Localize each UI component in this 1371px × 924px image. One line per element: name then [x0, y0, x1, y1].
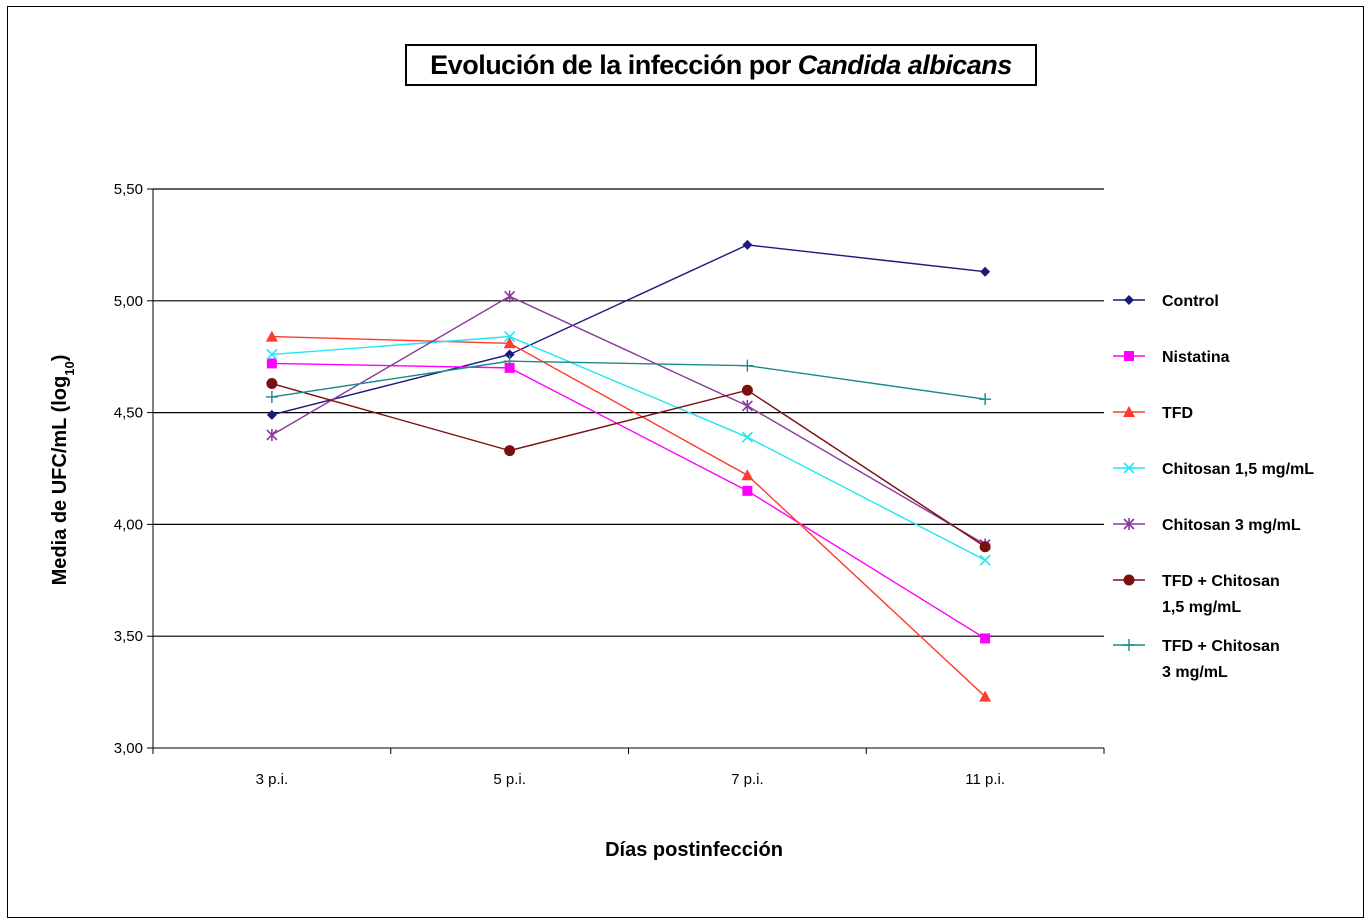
- data-point: [504, 331, 516, 343]
- series-3: [266, 331, 991, 566]
- series-line: [271, 360, 986, 400]
- legend-label: 3 mg/mL: [1162, 664, 1228, 681]
- legend-label: TFD: [1162, 405, 1193, 422]
- legend-label: TFD + Chitosan: [1162, 573, 1280, 590]
- chart-title-italic: Candida albicans: [797, 49, 1013, 80]
- data-point: [741, 384, 753, 396]
- data-point: [741, 359, 754, 372]
- series-0: [266, 239, 991, 420]
- legend-item: Control: [1113, 293, 1219, 310]
- data-point: [266, 348, 278, 361]
- legend-item: Nistatina: [1113, 349, 1230, 366]
- series-6: [265, 355, 992, 406]
- data-point: [504, 290, 516, 303]
- series-line: [271, 244, 986, 416]
- series-line: [271, 335, 986, 561]
- legend-item: Chitosan 1,5 mg/mL: [1113, 461, 1314, 478]
- legend-marker: [1123, 406, 1135, 417]
- data-point: [979, 554, 991, 566]
- legend-label: Nistatina: [1162, 349, 1230, 366]
- data-point: [741, 399, 753, 412]
- legend-label: TFD + Chitosan: [1162, 638, 1280, 655]
- data-point: [266, 358, 277, 369]
- legend-marker: [1123, 574, 1135, 586]
- legend-marker: [1123, 518, 1135, 530]
- legend-item: Chitosan 3 mg/mL: [1113, 517, 1301, 534]
- chart-title-prefix: Evolución de la infección por: [430, 49, 798, 80]
- series-line: [271, 382, 986, 548]
- data-point: [741, 431, 753, 443]
- y-tick-label: 3,50: [114, 628, 143, 645]
- legend-label: Control: [1162, 293, 1219, 310]
- y-axis-label-sub: 10: [62, 361, 77, 375]
- axes: 3,00 3,50 4,00 4,50 5,00 5,50 3 p.i. 5 p.i. 7 p.…: [114, 181, 1105, 788]
- chart-title: Evolución de la infección por Candida al…: [405, 44, 1037, 86]
- x-tick-label: 5 p.i.: [493, 771, 526, 788]
- data-point: [504, 349, 515, 360]
- data-point: [265, 330, 278, 342]
- legend-marker: [1123, 639, 1135, 651]
- data-point: [742, 485, 753, 496]
- series-lines: [265, 239, 992, 702]
- grid-lines: [153, 188, 1104, 637]
- data-point: [742, 239, 753, 250]
- data-point: [503, 355, 516, 368]
- legend-item: TFD + Chitosan 3 mg/mL: [1113, 638, 1280, 681]
- x-tick-label: 7 p.i.: [731, 771, 764, 788]
- chart-title-text: Evolución de la infección por Candida al…: [430, 50, 1012, 81]
- data-point: [265, 390, 278, 403]
- legend-label: 1,5 mg/mL: [1162, 599, 1241, 616]
- x-axis-label: Días postinfección: [605, 839, 783, 861]
- data-point: [979, 393, 992, 406]
- series-line: [271, 295, 986, 546]
- data-point: [979, 541, 991, 553]
- data-point: [266, 409, 277, 420]
- data-point: [266, 428, 278, 441]
- chart-frame: [7, 6, 1364, 918]
- y-tick-label: 5,00: [114, 293, 143, 310]
- legend-item: TFD: [1113, 405, 1193, 422]
- legend-label: Chitosan 3 mg/mL: [1162, 517, 1301, 534]
- data-point: [266, 378, 278, 390]
- series-2: [265, 330, 992, 702]
- y-axis-label-main: Media de UFC/mL (log: [49, 376, 71, 586]
- x-tick-label: 3 p.i.: [256, 771, 289, 788]
- data-point: [503, 337, 516, 349]
- y-tick-label: 4,00: [114, 516, 143, 533]
- legend-label: Chitosan 1,5 mg/mL: [1162, 461, 1314, 478]
- data-point: [504, 445, 516, 457]
- y-axis-label-end: ): [49, 355, 71, 362]
- legend-item: TFD + Chitosan 1,5 mg/mL: [1113, 573, 1280, 616]
- series-5: [266, 378, 991, 553]
- data-point: [979, 690, 992, 702]
- y-tick-label: 3,00: [114, 740, 143, 757]
- legend-marker: [1124, 295, 1134, 305]
- x-tick-label: 11 p.i.: [965, 771, 1005, 788]
- data-point: [504, 362, 515, 373]
- legend: Control Nistatina TFD Chitosan 1,5 mg/mL Chi…: [1113, 293, 1314, 681]
- y-tick-label: 5,50: [114, 181, 143, 198]
- legend-marker: [1123, 462, 1135, 474]
- y-tick-label: 4,50: [114, 405, 143, 422]
- data-point: [741, 469, 754, 481]
- y-axis-label: Media de UFC/mL (log10): [49, 355, 77, 586]
- legend-marker: [1124, 351, 1134, 361]
- data-point: [980, 266, 991, 277]
- data-point: [980, 633, 991, 644]
- series-line: [271, 335, 986, 698]
